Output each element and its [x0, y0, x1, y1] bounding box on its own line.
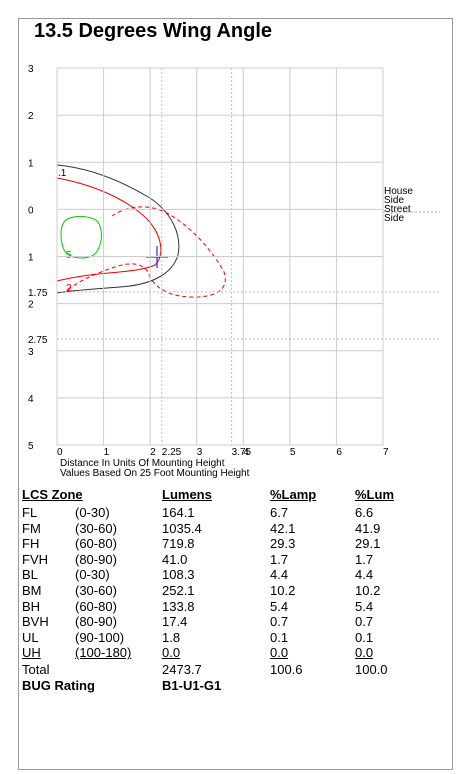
table-cell: 42.1	[270, 520, 296, 536]
table-cell: FM	[22, 520, 41, 536]
y-tick-label: 1	[28, 253, 34, 264]
table-cell: %Lum	[355, 487, 394, 502]
table-cell: Lumens	[162, 487, 212, 502]
table-cell: 0.0	[270, 645, 289, 661]
x-tick-label: 3	[197, 447, 203, 458]
table-cell: (90-100)	[75, 629, 125, 645]
table-cell: (60-80)	[75, 598, 117, 614]
table-cell: (80-90)	[75, 551, 117, 567]
table-cell: 0.1	[355, 629, 374, 645]
table-cell: BVH	[22, 614, 49, 630]
table-cell: 0.7	[355, 614, 374, 630]
contour-label: 5	[66, 250, 72, 261]
contour-label: 2	[66, 283, 72, 294]
table-cell: FL	[22, 505, 38, 520]
table-cell: 41.9	[355, 520, 381, 536]
table-cell: 164.1	[162, 505, 195, 520]
y-tick-label: 5	[28, 441, 34, 452]
frame	[18, 18, 453, 770]
table-cell: 1.7	[270, 551, 289, 567]
contour	[56, 164, 180, 294]
table-cell: 4.4	[355, 567, 374, 583]
table-cell: 100.6	[270, 662, 303, 677]
table-cell: (60-80)	[75, 536, 117, 552]
y-tick-label: 1.75	[28, 288, 48, 299]
table-cell: (0-30)	[75, 505, 110, 520]
y-tick-label: 3	[28, 347, 34, 358]
x-tick-label: 7	[383, 447, 389, 458]
table-cell: 0.1	[270, 629, 289, 645]
table-cell: 10.2	[270, 583, 296, 598]
table-cell: 0.0	[162, 645, 181, 661]
table-cell: 4.4	[270, 567, 289, 583]
table-cell: (100-180)	[75, 645, 132, 661]
street-side: Street Side	[384, 204, 411, 224]
table-cell: 6.6	[355, 505, 374, 520]
table-cell: 29.1	[355, 536, 381, 552]
title: 13.5 Degrees Wing Angle	[34, 20, 273, 42]
table-cell: 41.0	[162, 551, 188, 567]
y-tick-label: 2	[28, 300, 34, 311]
table-cell: UL	[22, 629, 39, 645]
x-tick-label: 1	[104, 447, 110, 458]
table-cell: Total	[22, 662, 50, 677]
table-cell: 108.3	[162, 567, 195, 583]
isolux-plot: .1 5 2 Distance In Units Of Mounting Hei…	[28, 64, 440, 479]
table-cell: FVH	[22, 551, 48, 567]
table-cell: 2473.7	[162, 662, 202, 677]
table-cell: (80-90)	[75, 614, 117, 630]
table-cell: 719.8	[162, 536, 195, 552]
table-cell: 5.4	[270, 598, 289, 614]
table-cell: 0.0	[355, 645, 374, 661]
y-tick-label: 4	[28, 394, 34, 405]
table-cell: 0.7	[270, 614, 289, 630]
table-cell: 17.4	[162, 614, 188, 630]
x-tick-label: 6	[336, 447, 342, 458]
contour-label: .1	[58, 168, 67, 179]
table-cell: (30-60)	[75, 520, 117, 536]
contour	[67, 206, 226, 298]
table-cell: (0-30)	[75, 567, 110, 583]
x-tick-label: 2.25	[162, 447, 182, 458]
y-tick-label: 2.75	[28, 335, 48, 346]
y-tick-label: 2	[28, 111, 34, 122]
table-cell: BM	[22, 583, 42, 598]
table-cell: LCS Zone	[22, 487, 83, 502]
house-side: House Side	[384, 186, 413, 206]
y-tick-label: 1	[28, 158, 34, 169]
table-cell: 10.2	[355, 583, 381, 598]
table-cell: 29.3	[270, 536, 296, 552]
table-cell: 1.7	[355, 551, 374, 567]
x-tick-label: 2	[150, 447, 156, 458]
y-tick-label: 0	[28, 205, 34, 216]
table-cell: BL	[22, 567, 38, 583]
table-cell: %Lamp	[270, 487, 317, 502]
table-cell: FH	[22, 536, 40, 552]
table-cell: 100.0	[355, 662, 388, 677]
table-cell: 1035.4	[162, 520, 202, 536]
table-cell: BH	[22, 598, 41, 614]
table-cell: (30-60)	[75, 583, 117, 598]
table-cell: UH	[22, 645, 41, 661]
x-tick-label: 3.75	[232, 447, 252, 458]
x-tick-label: 0	[57, 447, 63, 458]
table-cell: 252.1	[162, 583, 195, 598]
table-cell: 6.7	[270, 505, 289, 520]
table-cell: 1.8	[162, 629, 181, 645]
table-cell: 133.8	[162, 598, 195, 614]
table-cell: BUG Rating	[22, 678, 95, 693]
axis-note: Distance In Units Of Mounting Height	[60, 458, 225, 469]
table-cell: B1-U1-G1	[162, 678, 222, 693]
y-tick-label: 3	[28, 64, 34, 75]
axis-note: Values Based On 25 Foot Mounting Height	[60, 468, 250, 479]
x-tick-label: 5	[290, 447, 296, 458]
contour	[56, 177, 162, 282]
x-tick-label: 4	[243, 447, 249, 458]
table-cell: 5.4	[355, 598, 374, 614]
